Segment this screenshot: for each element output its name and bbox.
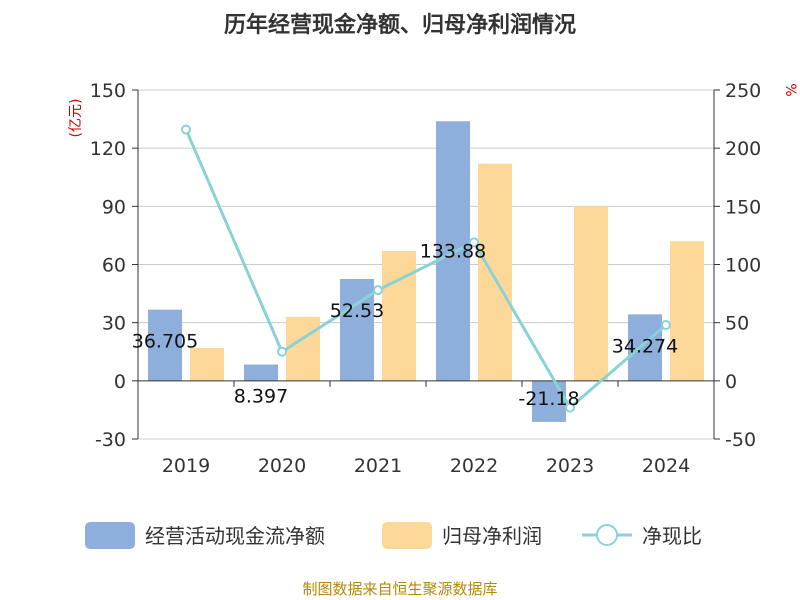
left-tick-label: 60 [102,255,126,277]
cashflow-bar [244,364,278,381]
right-tick-label: 250 [725,80,761,102]
bars [148,121,704,422]
net-profit-bar [574,206,608,381]
chart-title: 历年经营现金净额、归母净利润情况 [224,12,576,38]
x-tick-label: 2021 [354,455,402,477]
net-profit-bar [190,347,224,381]
left-axis-unit: (亿元) [68,99,84,138]
cashflow-bar [148,309,182,381]
cashflow-data-label: -21.18 [518,388,579,410]
x-tick-label: 2023 [546,455,594,477]
left-tick-label: -30 [95,429,126,451]
net-profit-bar [286,316,320,381]
right-tick-label: 50 [725,313,749,335]
legend-swatch-net-profit [382,522,432,549]
ratio-point [181,124,191,135]
right-axis-unit: % [782,83,798,96]
net-profit-bar [382,250,416,381]
gridlines [138,89,714,440]
ratio-point [373,285,383,296]
cashflow-bar [436,121,470,381]
legend-swatch-ratio-marker [596,524,618,546]
x-tick-label: 2020 [258,455,306,477]
ratio-point [565,402,575,413]
legend: 经营活动现金流净额 归母净利润 净现比 [85,522,702,549]
legend-label-ratio: 净现比 [642,524,702,548]
x-tick-label: 2022 [450,455,498,477]
legend-swatch-cashflow [85,522,135,549]
source-note: 制图数据来自恒生聚源数据库 [302,580,497,598]
ratio-point [469,237,479,248]
left-tick-label: 120 [90,138,126,160]
ratio-point [661,319,671,330]
x-tick-label: 2019 [162,455,210,477]
legend-label-cashflow: 经营活动现金流净额 [145,524,325,548]
right-tick-label: 0 [725,371,737,393]
cashflow-bar [532,380,566,422]
ratio-line [181,124,671,413]
right-tick-label: 200 [725,138,761,160]
ratio-point [277,346,287,357]
cashflow-data-label: 52.53 [330,300,384,322]
cashflow-data-label: 133.88 [420,240,486,262]
left-tick-label: 90 [102,196,126,218]
left-tick-label: 0 [114,371,126,393]
net-profit-bar [478,163,512,381]
left-tick-label: 150 [90,80,126,102]
right-tick-label: -50 [725,429,756,451]
cashflow-data-label: 8.397 [234,386,288,408]
axes: -30 0 30 60 90 120 150 -50 0 50 100 150 200 250 2019 20… [90,80,762,477]
right-tick-label: 150 [725,196,761,218]
cashflow-data-label: 34.274 [612,335,678,357]
cashflow-data-label: 36.705 [132,331,198,353]
cashflow-bar [628,314,662,381]
ratio-line-path [184,128,667,410]
data-labels: 36.705 8.397 52.53 133.88 -21.18 34.274 [132,240,678,410]
right-tick-label: 100 [725,255,761,277]
net-profit-bar [670,241,704,381]
x-tick-label: 2024 [642,455,690,477]
left-tick-label: 30 [102,313,126,335]
legend-label-net-profit: 归母净利润 [442,524,542,548]
